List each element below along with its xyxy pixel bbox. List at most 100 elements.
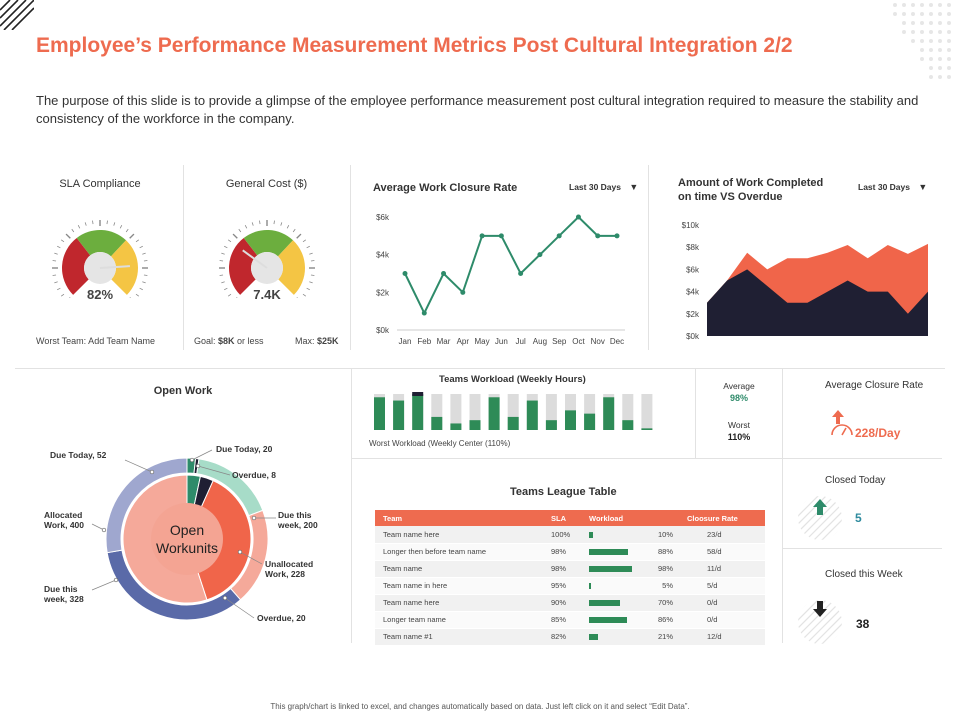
workload-bar — [545, 420, 557, 430]
gauge-tick — [309, 281, 313, 284]
team-cell: Team name — [375, 560, 543, 578]
gauge-tick — [221, 281, 225, 284]
annotation-leader — [124, 459, 153, 473]
page-description: The purpose of this slide is to provide … — [36, 93, 919, 126]
workload-bar — [589, 531, 633, 538]
gauge-tick — [221, 252, 225, 255]
gauge-tick — [139, 245, 143, 249]
table-row: Longer team name 85% 86% 0/d — [375, 611, 765, 629]
team-cell: Team name in here — [375, 577, 543, 595]
gauge-tick — [251, 222, 254, 226]
donut-center-label: Workunits — [156, 540, 218, 556]
annotation-dot — [189, 457, 195, 463]
workload-bar-bg — [641, 394, 653, 430]
series-line — [404, 215, 617, 316]
workload-bar-bg — [450, 394, 462, 430]
gauge-tick — [113, 222, 116, 226]
workload-average-value: 98% — [729, 393, 748, 403]
workload-peak-marker — [412, 392, 424, 396]
x-tick-label: Aug — [533, 337, 547, 346]
area-series — [707, 269, 928, 336]
gauge-tick — [310, 260, 315, 262]
gauge-tick — [219, 260, 224, 262]
sla-cell: 98% — [543, 543, 581, 561]
sla-cell: 82% — [543, 628, 581, 646]
workload-cell: 70% — [581, 594, 679, 612]
y-tick-label: $6k — [376, 213, 390, 222]
workload-bar — [393, 400, 405, 430]
y-tick-label: $2k — [686, 310, 700, 319]
workload-cell: 5% — [581, 577, 679, 595]
data-point — [575, 214, 581, 220]
league-table-title: Teams League Table — [510, 486, 617, 498]
sla-cell: 98% — [543, 560, 581, 578]
gauge-tick — [60, 239, 65, 243]
workload-bar-bg — [507, 394, 519, 430]
gauge-tick — [280, 222, 283, 226]
data-point — [479, 233, 485, 239]
x-tick-label: Feb — [417, 337, 431, 346]
y-tick-label: $6k — [686, 265, 700, 274]
workload-bar — [507, 416, 519, 430]
rate-cell: 58/d — [679, 543, 765, 561]
gauge-tick — [306, 245, 310, 249]
gauge-tick — [143, 260, 148, 262]
y-tick-label: $0k — [686, 332, 700, 341]
data-point — [460, 289, 466, 295]
workload-cell: 86% — [581, 611, 679, 629]
open-work-title: Open Work — [153, 385, 213, 397]
table-row: Team name here 100% 10% 23/d — [375, 526, 765, 544]
y-tick-label: $2k — [376, 288, 390, 297]
gauge-tick — [139, 287, 143, 291]
data-point — [518, 271, 524, 276]
gauge-tick — [310, 274, 315, 276]
divider — [351, 368, 352, 643]
sla-cell: 100% — [543, 526, 581, 544]
divider — [183, 165, 184, 350]
gauge-tick — [306, 287, 310, 291]
workload-bar — [622, 420, 634, 430]
divider — [350, 165, 351, 350]
gauge-segment — [229, 237, 258, 295]
table-row: Team name #1 82% 21% 12/d — [375, 628, 765, 646]
gauge-tick — [84, 222, 87, 226]
annotation-label: week, 328 — [43, 594, 84, 604]
y-tick-label: $0k — [376, 326, 390, 335]
x-tick-label: May — [475, 337, 490, 346]
gauge-tick — [71, 228, 75, 233]
x-tick-label: Dec — [610, 337, 624, 346]
gauge-tick — [142, 281, 146, 284]
divider — [782, 548, 942, 549]
annotation-leader — [197, 465, 231, 476]
annotation-leader — [91, 523, 105, 531]
gauge-tick — [92, 220, 94, 225]
rate-cell: 0/d — [679, 611, 765, 629]
annotation-label: Work, 400 — [44, 520, 84, 530]
caret-down-icon: ▼ — [918, 182, 928, 192]
x-tick-label: Oct — [572, 337, 585, 346]
gauge-tick — [244, 225, 248, 229]
x-tick-label: Nov — [591, 337, 605, 346]
rate-cell: 12/d — [679, 628, 765, 646]
work-completed-period-dropdown[interactable]: Last 30 Days ▼ — [858, 182, 928, 192]
outer-slice — [105, 457, 188, 554]
gauge-needle — [99, 265, 131, 269]
gauge-tick — [52, 260, 57, 262]
closure-rate-period-dropdown[interactable]: Last 30 Days ▼ — [569, 182, 639, 192]
gauge-tick — [135, 293, 140, 297]
y-tick-label: $10k — [682, 221, 700, 230]
workload-bar-bg — [584, 394, 596, 430]
avg-closure-rate-value: 228/Day — [855, 426, 901, 440]
closed-today-label: Closed Today — [825, 475, 886, 486]
gauge-tick — [224, 245, 228, 249]
gauge-tick — [60, 293, 65, 297]
workload-bar-bg — [431, 394, 443, 430]
workload-bar — [488, 397, 500, 430]
x-tick-label: Jan — [399, 337, 412, 346]
sla-label: SLA Compliance — [59, 178, 141, 190]
data-point — [402, 271, 408, 276]
table-row: Team name here 90% 70% 0/d — [375, 594, 765, 612]
gauge-tick — [65, 233, 71, 239]
gauge-segment — [76, 230, 127, 257]
workload-bar — [589, 566, 633, 573]
